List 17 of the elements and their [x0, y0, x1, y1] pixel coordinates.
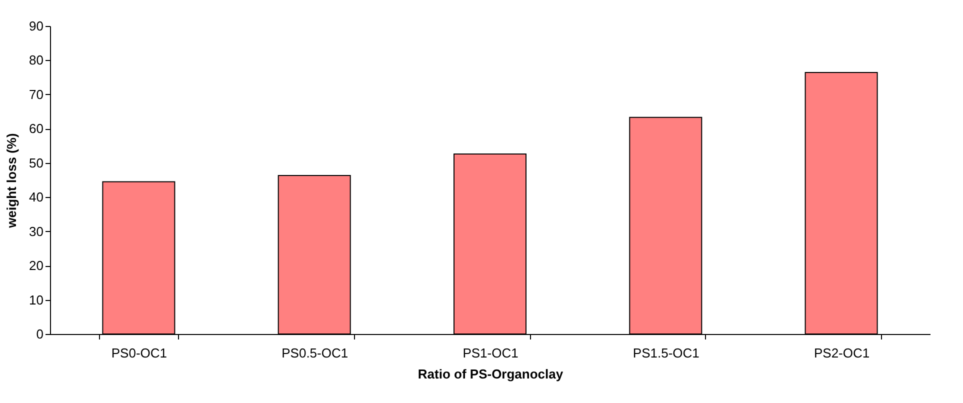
x-tick-label: PS0-OC1 [111, 346, 168, 360]
y-tick-label: 40 [29, 190, 44, 205]
y-axis-title: weight loss (%) [4, 133, 20, 229]
y-tick-label: 20 [29, 258, 44, 274]
y-tick-label: 0 [36, 326, 44, 342]
y-tick-label: 60 [29, 121, 44, 136]
y-tick-label: 90 [29, 18, 44, 34]
x-tick-label: PS0.5-OC1 [282, 346, 348, 360]
x-tick-label: PS1-OC1 [462, 346, 518, 360]
y-tick-label: 80 [29, 52, 44, 68]
x-tick-label: PS1.5-OC1 [632, 346, 700, 360]
y-tick-label: 30 [29, 224, 44, 239]
y-tick-label: 50 [29, 155, 44, 170]
y-tick-label: 70 [29, 86, 44, 102]
x-tick-label: PS2-OC1 [814, 346, 870, 360]
x-axis-title: Ratio of PS-Organoclay [418, 366, 564, 382]
y-tick-label: 10 [29, 292, 44, 308]
